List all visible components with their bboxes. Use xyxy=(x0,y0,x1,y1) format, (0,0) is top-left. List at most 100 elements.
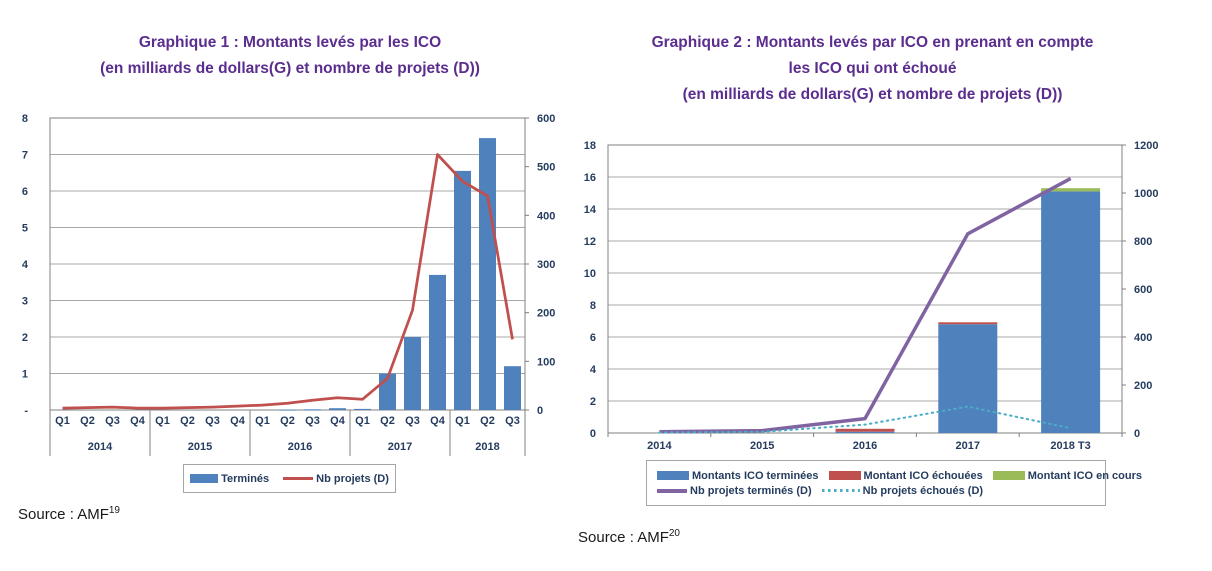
svg-text:-: - xyxy=(24,405,28,417)
svg-text:6: 6 xyxy=(590,332,596,344)
svg-text:Q4: Q4 xyxy=(430,415,446,427)
right-axis-labels: 0 200 400 600 800 1000 1200 xyxy=(1122,140,1158,440)
svg-text:100: 100 xyxy=(537,356,555,368)
chart2-title: Graphique 2 : Montants levés par ICO en … xyxy=(585,30,1160,108)
svg-text:300: 300 xyxy=(537,259,555,271)
svg-text:3: 3 xyxy=(22,296,28,308)
montant-echouees-swatch-icon xyxy=(828,471,861,480)
svg-text:600: 600 xyxy=(1134,284,1152,296)
svg-text:Q1: Q1 xyxy=(155,415,170,427)
svg-text:4: 4 xyxy=(590,364,597,376)
svg-text:400: 400 xyxy=(1134,332,1152,344)
termines-label: Terminés xyxy=(221,472,270,485)
svg-text:16: 16 xyxy=(584,172,596,184)
svg-text:0: 0 xyxy=(590,428,596,440)
svg-text:8: 8 xyxy=(22,113,28,125)
svg-text:1200: 1200 xyxy=(1134,140,1158,152)
legend-item-montant-en-cours: Montant ICO en cours xyxy=(992,469,1142,482)
chart1-title: Graphique 1 : Montants levés par les ICO… xyxy=(5,30,575,82)
svg-text:2015: 2015 xyxy=(188,441,212,453)
montant-echouees-label: Montant ICO échouées xyxy=(863,469,983,482)
nb-projets-swatch-icon xyxy=(283,477,314,480)
svg-text:1000: 1000 xyxy=(1134,188,1158,200)
chart2-subtitle: (en milliards de dollars(G) et nombre de… xyxy=(682,86,1063,103)
x-axis-labels: Q1 Q2 Q3 Q4 Q1 Q2 Q3 Q4 Q1 Q2 Q3 Q4 Q1 Q2 Q3 Q4 Q1 Q2 Q3 20… xyxy=(49,410,526,456)
left-axis-labels: - 1 2 3 4 5 6 7 8 xyxy=(22,113,29,417)
chart2-title-line2: les ICO qui ont échoué xyxy=(788,60,957,77)
svg-text:200: 200 xyxy=(537,308,555,320)
svg-text:Q3: Q3 xyxy=(505,415,520,427)
legend-item-nb-echoues: Nb projets échoués (D) xyxy=(821,484,984,497)
nb-termines-label: Nb projets terminés (D) xyxy=(690,484,812,497)
series-termines xyxy=(279,138,521,411)
chart2-plot: 0 2 4 6 8 10 12 14 16 18 0 200 400 600 800 1000 1200 2014… xyxy=(584,140,1159,452)
chart2-title-line1: Graphique 2 : Montants levés par ICO en … xyxy=(651,34,1094,51)
svg-text:1: 1 xyxy=(22,369,28,381)
svg-text:Q2: Q2 xyxy=(380,415,395,427)
svg-text:0: 0 xyxy=(1134,428,1140,440)
source2-footnote: 20 xyxy=(668,528,680,539)
chart2-legend-row2: Nb projets terminés (D) Nb projets échou… xyxy=(657,485,983,497)
svg-text:Q1: Q1 xyxy=(255,415,270,427)
chart1-legend: Terminés Nb projets (D) xyxy=(183,464,396,493)
svg-text:Q3: Q3 xyxy=(105,415,120,427)
svg-text:500: 500 xyxy=(537,162,555,174)
series-nb-projets-termines-d xyxy=(659,177,1072,434)
svg-text:2018: 2018 xyxy=(475,441,499,453)
svg-text:5: 5 xyxy=(22,223,28,235)
source1-text: Source : AMF xyxy=(18,506,109,523)
series-montant-ico-echouees xyxy=(835,322,998,432)
source1-footnote: 19 xyxy=(108,505,120,516)
left-axis-labels: 0 2 4 6 8 10 12 14 16 18 xyxy=(584,140,597,440)
series-montant-ico-en-cours xyxy=(1041,188,1101,192)
chart2-legend-row1: Montants ICO terminées Montant ICO échou… xyxy=(657,470,1142,482)
source-chart2: Source : AMF20 xyxy=(578,528,680,546)
svg-text:Q3: Q3 xyxy=(305,415,320,427)
svg-text:0: 0 xyxy=(537,405,543,417)
svg-text:2016: 2016 xyxy=(288,441,312,453)
svg-text:2017: 2017 xyxy=(388,441,412,453)
svg-text:4: 4 xyxy=(22,259,29,271)
svg-text:Q3: Q3 xyxy=(205,415,220,427)
svg-text:Q4: Q4 xyxy=(330,415,346,427)
svg-text:7: 7 xyxy=(22,150,28,162)
source2-text: Source : AMF xyxy=(578,529,669,546)
nb-echoues-label: Nb projets échoués (D) xyxy=(862,484,984,497)
svg-text:600: 600 xyxy=(537,113,555,125)
svg-text:Q1: Q1 xyxy=(355,415,370,427)
montant-en-cours-label: Montant ICO en cours xyxy=(1027,469,1142,482)
montant-en-cours-swatch-icon xyxy=(992,471,1025,480)
svg-text:200: 200 xyxy=(1134,380,1152,392)
svg-text:2014: 2014 xyxy=(647,440,672,452)
svg-text:6: 6 xyxy=(22,186,28,198)
svg-text:Q2: Q2 xyxy=(180,415,195,427)
nb-echoues-swatch-icon xyxy=(821,489,860,492)
svg-text:Q2: Q2 xyxy=(80,415,95,427)
svg-text:14: 14 xyxy=(584,204,597,216)
nb-termines-swatch-icon xyxy=(657,488,687,493)
svg-text:Q4: Q4 xyxy=(130,415,146,427)
termines-swatch-icon xyxy=(190,474,219,483)
series-montants-ico-terminees xyxy=(835,191,1101,433)
svg-text:Q4: Q4 xyxy=(230,415,246,427)
series-nb-projets-d xyxy=(62,153,514,410)
legend-item-montant-echouees: Montant ICO échouées xyxy=(828,469,983,482)
chart1-plot: - 1 2 3 4 5 6 7 8 0 100 200 300 400 500 600 Q1 Q2 Q3 Q4 Q1 Q2… xyxy=(22,113,555,456)
source-chart1: Source : AMF19 xyxy=(18,505,120,523)
svg-text:2014: 2014 xyxy=(88,441,113,453)
svg-text:2015: 2015 xyxy=(750,440,774,452)
x-axis-labels: 2014 2015 2016 2017 2018 T3 xyxy=(607,433,1123,452)
svg-text:2016: 2016 xyxy=(853,440,877,452)
montants-terminees-swatch-icon xyxy=(657,471,689,480)
chart1-title-line1: Graphique 1 : Montants levés par les ICO xyxy=(138,34,442,51)
series-nb-projets-echoues-d xyxy=(658,405,1072,434)
svg-text:Q2: Q2 xyxy=(480,415,495,427)
svg-text:Q1: Q1 xyxy=(55,415,70,427)
svg-text:Q2: Q2 xyxy=(280,415,295,427)
svg-text:8: 8 xyxy=(590,300,596,312)
chart2-legend: Montants ICO terminées Montant ICO échou… xyxy=(646,460,1142,506)
montants-terminees-label: Montants ICO terminées xyxy=(692,469,819,482)
gridlines xyxy=(50,117,525,374)
legend-item-nb-termines: Nb projets terminés (D) xyxy=(657,485,812,497)
